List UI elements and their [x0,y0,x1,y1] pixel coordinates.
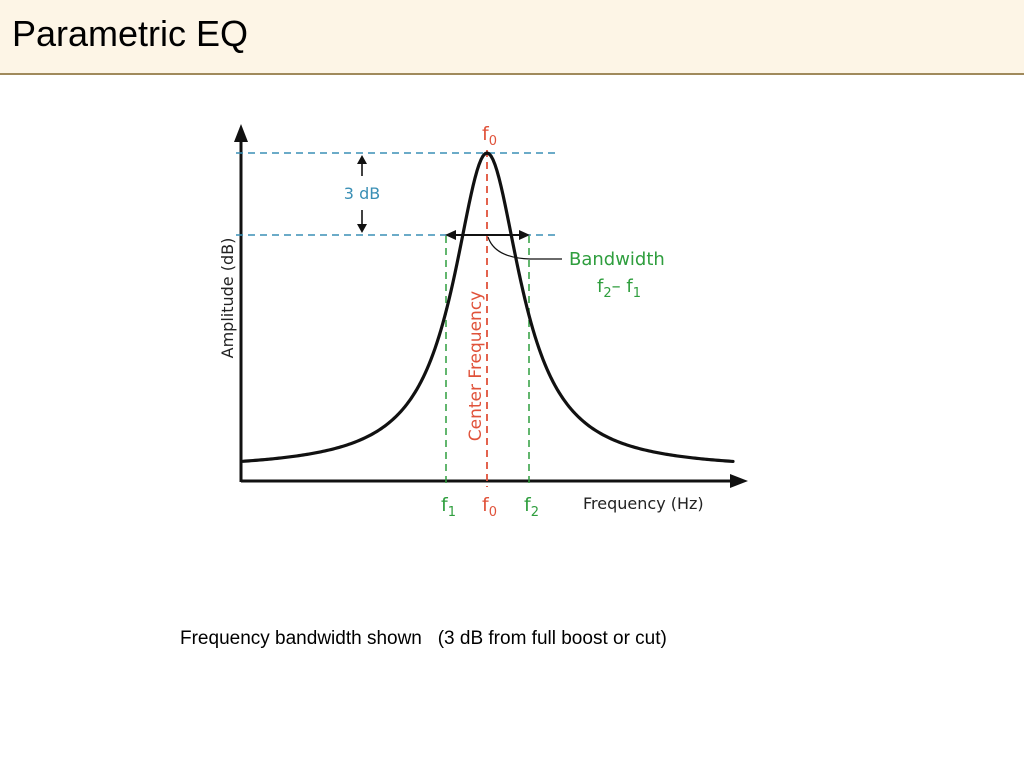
tick-f1-letter: f [441,494,449,516]
db-label: 3 dB [344,184,380,203]
tick-f2: f2 [524,494,539,520]
peak-marker-sub: 0 [489,134,497,149]
bandwidth-label: Bandwidth [569,249,665,270]
y-axis-arrow [234,124,248,142]
x-axis-arrow [730,474,748,488]
center-frequency-label: Center Frequency [466,291,486,441]
tick-f2-sub: 2 [531,505,539,520]
tick-f1: f1 [441,494,456,520]
db-arrow-up-head [357,155,367,164]
tick-f2-letter: f [524,494,532,516]
tick-f0-sub: 0 [489,505,497,520]
bandwidth-arrow-left-head [445,230,456,240]
tick-f0-letter: f [482,494,490,516]
bandwidth-formula-sub-a: 2 [603,286,611,301]
bandwidth-formula: f2– f1 [597,276,641,301]
db-arrow-down-head [357,224,367,233]
tick-f1-sub: 1 [448,505,456,520]
bandwidth-formula-sub-b: 1 [633,286,641,301]
y-axis-label: Amplitude (dB) [218,238,237,359]
eq-response-curve [241,151,735,464]
peak-marker-letter: f [482,123,490,145]
tick-f0: f0 [482,494,497,520]
slide-caption: Frequency bandwidth shown (3 dB from ful… [180,628,667,649]
bandwidth-arrow-right-head [519,230,530,240]
peak-frequency-marker: f0 [482,123,497,149]
bandwidth-formula-minus: – f [612,276,634,297]
slide-title: Parametric EQ [12,13,249,54]
x-axis-label: Frequency (Hz) [583,494,704,513]
slide-header: Parametric EQ [0,0,1024,75]
bandwidth-formula-f: f [597,276,604,297]
bandwidth-leader-line [487,236,562,260]
